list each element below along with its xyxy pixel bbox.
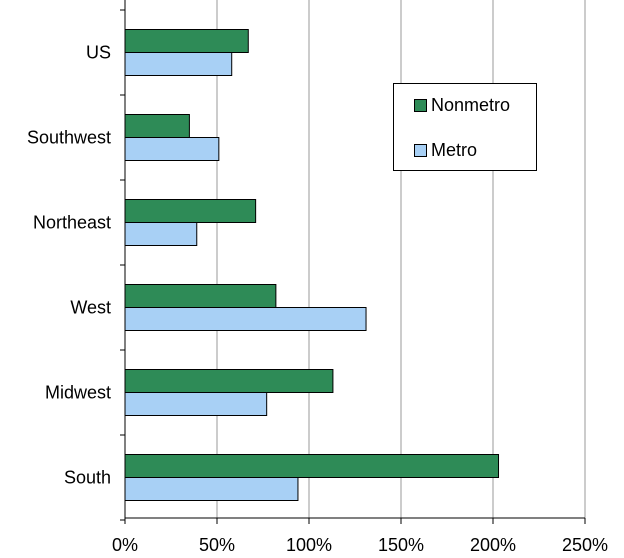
y-category-label: South bbox=[64, 468, 111, 488]
bar-metro-northeast bbox=[124, 222, 198, 246]
bar-nonmetro-northeast bbox=[124, 199, 257, 223]
bars bbox=[124, 29, 500, 501]
y-category-label: Midwest bbox=[45, 383, 111, 403]
legend-swatch-metro bbox=[414, 143, 427, 157]
bar-metro-midwest bbox=[124, 392, 268, 416]
axis-labels: 0% 50% 100% 150% 200% 250% US Southwest Northeas… bbox=[27, 43, 608, 556]
x-tick-label: 50% bbox=[199, 535, 235, 555]
y-category-label: US bbox=[86, 43, 111, 63]
x-tick-label: 150% bbox=[378, 535, 424, 555]
y-category-label: Northeast bbox=[33, 213, 111, 233]
legend: Nonmetro Metro bbox=[393, 83, 537, 171]
bar-nonmetro-us bbox=[124, 29, 249, 53]
x-tick-label: 250% bbox=[562, 535, 608, 555]
y-category-label: West bbox=[70, 298, 111, 318]
legend-swatch-nonmetro bbox=[414, 98, 427, 112]
legend-entry-nonmetro: Nonmetro bbox=[414, 95, 510, 115]
bar-metro-us bbox=[124, 52, 233, 76]
axes bbox=[120, 0, 586, 524]
y-category-label: Southwest bbox=[27, 128, 111, 148]
bar-metro-southwest bbox=[124, 137, 220, 161]
bar-nonmetro-midwest bbox=[124, 369, 334, 393]
bar-metro-south bbox=[124, 477, 299, 501]
bar-metro-west bbox=[124, 307, 367, 331]
bar-nonmetro-southwest bbox=[124, 114, 190, 138]
x-tick-label: 100% bbox=[286, 535, 332, 555]
legend-label-metro: Metro bbox=[431, 139, 478, 160]
x-tick-label: 0% bbox=[112, 535, 138, 555]
plot-area bbox=[125, 0, 585, 518]
legend-label-nonmetro: Nonmetro bbox=[431, 94, 511, 115]
bar-nonmetro-west bbox=[124, 284, 277, 308]
legend-entry-metro: Metro bbox=[414, 140, 477, 160]
x-tick-label: 200% bbox=[470, 535, 516, 555]
bar-nonmetro-south bbox=[124, 454, 500, 478]
